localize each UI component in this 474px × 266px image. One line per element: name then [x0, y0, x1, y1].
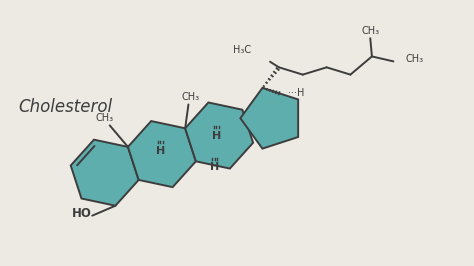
- Polygon shape: [240, 88, 298, 149]
- Text: CH₃: CH₃: [181, 92, 199, 102]
- Text: H: H: [210, 161, 219, 172]
- Text: Cholesterol: Cholesterol: [18, 98, 112, 115]
- Polygon shape: [128, 121, 196, 187]
- Text: CH₃: CH₃: [96, 113, 114, 123]
- Text: CH₃: CH₃: [361, 26, 379, 36]
- Text: CH₃: CH₃: [406, 54, 424, 64]
- Text: H: H: [155, 147, 165, 156]
- Text: ···H: ···H: [288, 88, 304, 98]
- Text: H: H: [212, 131, 221, 140]
- Polygon shape: [185, 102, 253, 169]
- Text: HO: HO: [72, 207, 91, 221]
- Text: H₃C: H₃C: [233, 45, 251, 55]
- Polygon shape: [71, 140, 139, 206]
